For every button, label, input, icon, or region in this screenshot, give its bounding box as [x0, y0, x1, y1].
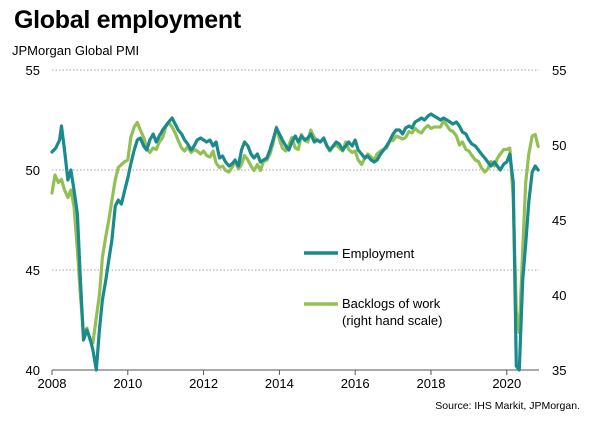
x-tick-label: 2010 [113, 376, 142, 391]
series-lines [50, 112, 540, 372]
x-tick-label: 2018 [417, 376, 446, 391]
y-right-tick-label: 35 [552, 363, 566, 378]
legend-label-backlogs-line2: (right hand scale) [342, 313, 442, 328]
series-line-employment [50, 112, 540, 372]
y-left-tick-label: 45 [26, 263, 40, 278]
source-note: Source: IHS Markit, JPMorgan. [435, 400, 580, 412]
x-tick-label: 2016 [341, 376, 370, 391]
x-axis: 2008 2010 2012 2014 2016 2018 2020 [38, 370, 521, 391]
y-right-tick-label: 55 [552, 63, 566, 78]
x-tick-label: 2008 [38, 376, 67, 391]
y-right-tick-label: 40 [552, 288, 566, 303]
y-left-tick-label: 50 [26, 163, 40, 178]
x-tick-label: 2020 [492, 376, 521, 391]
gridlines [52, 69, 539, 271]
y-left-tick-label: 40 [26, 363, 40, 378]
x-tick-label: 2014 [265, 376, 294, 391]
legend-label-employment: Employment [342, 246, 415, 261]
legend: Employment Backlogs of work (right hand … [304, 246, 442, 328]
y-right-tick-label: 50 [552, 138, 566, 153]
chart-subtitle: JPMorgan Global PMI [12, 43, 140, 58]
legend-label-backlogs-line1: Backlogs of work [342, 296, 441, 311]
right-y-axis: 55 50 45 40 35 [552, 63, 566, 378]
series-line-backlogs [50, 119, 540, 345]
chart-title: Global employment [14, 6, 241, 34]
y-left-tick-label: 55 [26, 63, 40, 78]
y-right-tick-label: 45 [552, 213, 566, 228]
left-y-axis: 55 50 45 40 [26, 63, 40, 378]
x-tick-label: 2012 [189, 376, 218, 391]
